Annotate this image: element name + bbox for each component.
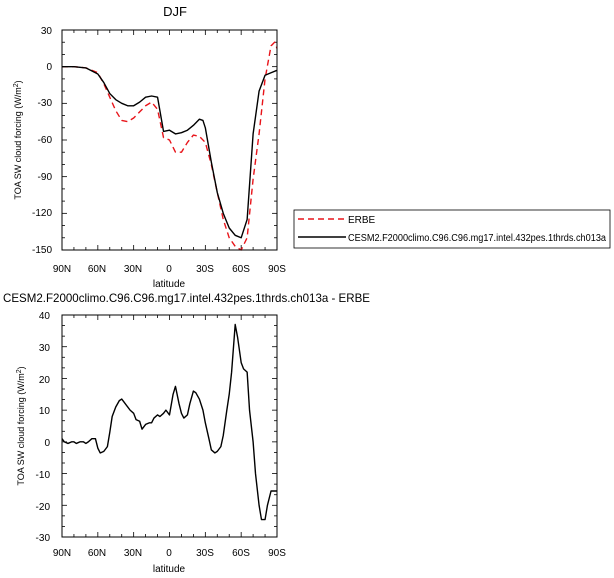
panel1-series — [62, 41, 278, 251]
x-tick-label: 30N — [124, 264, 142, 275]
panel2-y-tick-labels: 40 30 20 10 0 -10 -20 -30 — [36, 311, 51, 544]
y-tick-label: -150 — [32, 245, 52, 256]
panel1-x-axis-label: latitude — [153, 279, 186, 290]
series-line-1 — [62, 41, 278, 251]
y-tick-label: 0 — [46, 62, 52, 73]
panel2-y-axis-label: TOA SW cloud forcing (W/m2) — [16, 366, 27, 485]
panel2-plot-frame — [61, 314, 278, 538]
y-tick-label: 10 — [39, 406, 51, 417]
panel2-ticks — [61, 314, 278, 538]
panel1-plot-frame — [61, 29, 278, 251]
legend: ERBE CESM2.F2000climo.C96.C96.mg17.intel… — [293, 209, 611, 249]
x-tick-label: 60N — [88, 548, 106, 559]
panel2-x-tick-labels: 90N 60N 30N 0 30S 60S 90S — [53, 548, 286, 559]
legend-label-model: CESM2.F2000climo.C96.C96.mg17.intel.432p… — [348, 233, 606, 244]
x-tick-label: 90S — [268, 548, 286, 559]
series-line-1 — [61, 323, 277, 521]
series-line-2 — [62, 65, 278, 239]
y-tick-label: 30 — [39, 343, 51, 354]
x-tick-label: 0 — [166, 548, 172, 559]
legend-box — [293, 209, 611, 249]
y-tick-label: -30 — [38, 98, 53, 109]
legend-label-erbe: ERBE — [348, 215, 376, 226]
panel-djf: DJF 30 0 -30 -60 -90 -120 -150 90N 60N 3… — [13, 4, 287, 290]
y-tick-label: 20 — [39, 375, 51, 386]
panel1-x-tick-labels: 90N 60N 30N 0 30S 60S 90S — [53, 264, 286, 275]
x-tick-label: 90N — [53, 548, 71, 559]
x-tick-label: 30S — [196, 264, 214, 275]
y-tick-label: -10 — [36, 470, 51, 481]
x-tick-label: 0 — [166, 264, 172, 275]
x-tick-label: 60S — [232, 264, 250, 275]
panel2-title: CESM2.F2000climo.C96.C96.mg17.intel.432p… — [3, 291, 370, 305]
y-tick-label: 0 — [44, 438, 50, 449]
panel-difference: CESM2.F2000climo.C96.C96.mg17.intel.432p… — [3, 291, 370, 575]
y-tick-label: -20 — [36, 502, 51, 513]
y-tick-label: -120 — [32, 208, 52, 219]
x-tick-label: 60N — [88, 264, 106, 275]
y-tick-label: 30 — [41, 26, 53, 37]
x-tick-label: 30N — [124, 548, 142, 559]
x-tick-label: 60S — [232, 548, 250, 559]
panel2-x-axis-label: latitude — [153, 564, 186, 575]
x-tick-label: 90N — [53, 264, 71, 275]
x-tick-label: 30S — [196, 548, 214, 559]
x-tick-label: 90S — [268, 264, 286, 275]
panel2-series — [61, 323, 277, 521]
y-tick-label: -60 — [38, 135, 53, 146]
y-tick-label: -90 — [38, 172, 53, 183]
y-tick-label: -30 — [36, 533, 51, 544]
panel1-title: DJF — [163, 4, 187, 19]
y-tick-label: 40 — [39, 311, 51, 322]
panel1-y-axis-label: TOA SW cloud forcing (W/m2) — [13, 80, 24, 199]
panel1-y-tick-labels: 30 0 -30 -60 -90 -120 -150 — [32, 26, 52, 256]
